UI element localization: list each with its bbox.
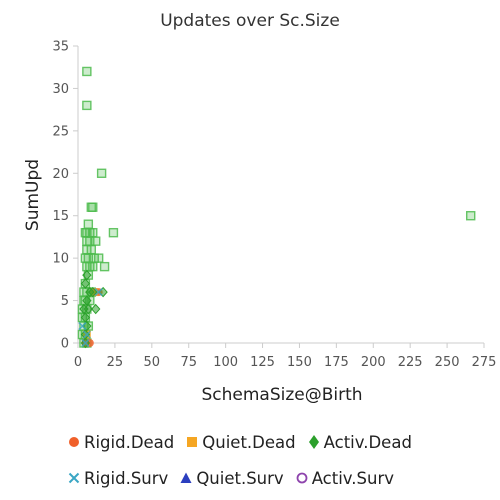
diamond-icon <box>308 435 319 449</box>
data-point <box>93 253 104 263</box>
legend: Rigid.Dead Quiet.Dead Activ.Dead Rigid.S… <box>68 424 468 496</box>
x-tick-label: 75 <box>180 355 197 370</box>
data-point <box>85 286 95 298</box>
triangle-icon <box>180 472 192 483</box>
y-axis-label: SumUpd <box>23 159 43 231</box>
data-point <box>86 244 96 255</box>
data-point <box>82 100 92 111</box>
y-tick-label: 0 <box>61 337 69 352</box>
data-point <box>82 295 92 306</box>
x-tick-label: 275 <box>472 355 497 370</box>
x-tick-label: 125 <box>250 355 275 370</box>
legend-label: Rigid.Surv <box>84 468 169 488</box>
x-tick-label: 225 <box>398 355 423 370</box>
legend-label: Activ.Dead <box>323 432 412 452</box>
data-point <box>82 330 91 339</box>
y-tick-label: 10 <box>52 252 69 267</box>
x-tick-label: 0 <box>74 355 82 370</box>
data-point <box>81 338 90 348</box>
data-point <box>88 261 98 272</box>
data-point <box>82 269 92 281</box>
legend-label: Quiet.Dead <box>202 432 296 452</box>
chart-title: Updates over Sc.Size <box>160 11 340 31</box>
legend-item-activ-surv[interactable]: Activ.Surv <box>296 469 394 488</box>
legend-item-activ-dead[interactable]: Activ.Dead <box>308 433 412 452</box>
data-point <box>80 278 91 289</box>
data-point <box>83 219 94 229</box>
data-point <box>94 288 103 297</box>
legend-row-2: Rigid.Surv Quiet.Surv Activ.Surv <box>68 460 468 496</box>
scatter-chart: Updates over Sc.Size 0 5 10 15 20 25 30 35 0 25 5… <box>23 11 497 405</box>
data-points <box>77 66 476 349</box>
data-point <box>78 321 87 331</box>
y-tick-label: 20 <box>52 167 69 182</box>
legend-item-quiet-dead[interactable]: Quiet.Dead <box>186 432 296 452</box>
x-mark-icon <box>68 472 80 484</box>
data-point <box>96 168 107 178</box>
data-point <box>466 211 476 221</box>
x-ticks: 0 25 50 75 100 125 150 175 200 225 250 275 <box>74 343 497 370</box>
ring-icon <box>296 472 308 484</box>
y-tick-label: 25 <box>52 124 69 139</box>
data-point <box>82 66 92 77</box>
legend-label: Activ.Surv <box>311 468 395 488</box>
y-tick-label: 15 <box>52 209 69 224</box>
x-tick-label: 50 <box>144 355 161 370</box>
x-tick-label: 200 <box>361 355 386 370</box>
data-point <box>79 303 89 315</box>
y-tick-label: 35 <box>52 40 69 55</box>
x-tick-label: 250 <box>435 355 460 370</box>
y-tick-label: 30 <box>52 82 69 97</box>
data-point <box>88 227 98 238</box>
x-axis-label: SchemaSize@Birth <box>201 385 362 405</box>
x-tick-label: 100 <box>213 355 238 370</box>
legend-label: Quiet.Surv <box>196 468 284 488</box>
data-point <box>91 303 101 315</box>
legend-row-1: Rigid.Dead Quiet.Dead Activ.Dead <box>68 424 468 460</box>
data-point <box>88 202 98 212</box>
data-point <box>108 227 119 238</box>
legend-item-rigid-dead[interactable]: Rigid.Dead <box>68 433 174 452</box>
legend-item-quiet-surv[interactable]: Quiet.Surv <box>180 468 284 488</box>
circle-icon <box>69 437 79 447</box>
legend-item-rigid-surv[interactable]: Rigid.Surv <box>68 469 168 488</box>
y-tick-label: 5 <box>61 294 69 309</box>
y-ticks: 0 5 10 15 20 25 30 35 <box>52 40 78 352</box>
data-point <box>91 236 101 246</box>
legend-label: Rigid.Dead <box>84 432 175 452</box>
square-icon <box>187 437 198 447</box>
x-tick-label: 25 <box>107 355 124 370</box>
x-tick-label: 150 <box>287 355 312 370</box>
x-tick-label: 175 <box>324 355 349 370</box>
data-point <box>99 261 110 272</box>
